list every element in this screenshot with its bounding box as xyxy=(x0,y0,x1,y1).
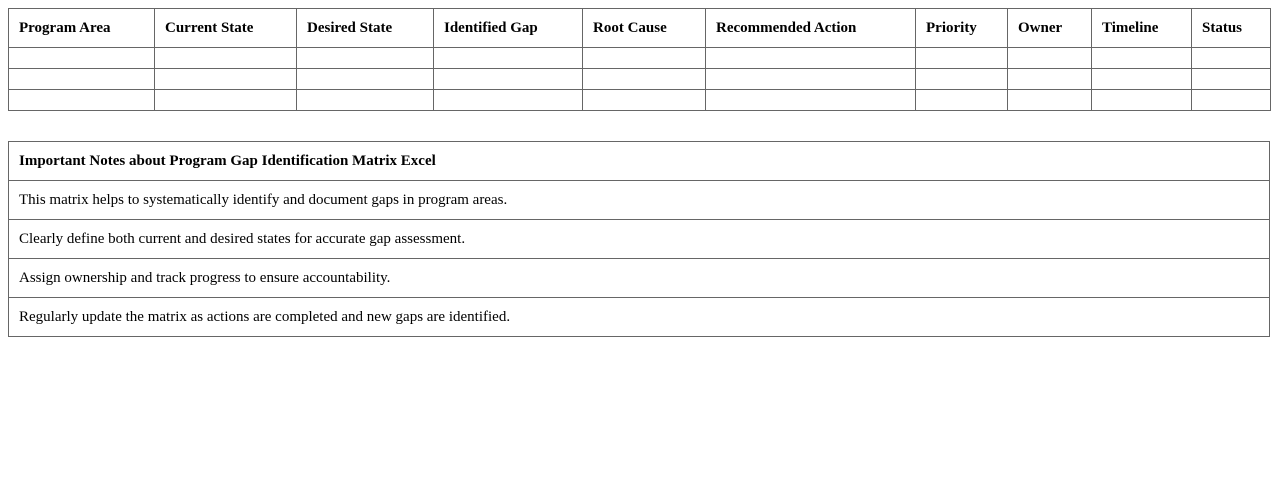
column-header: Identified Gap xyxy=(433,8,583,48)
column-header: Timeline xyxy=(1091,8,1192,48)
table-cell[interactable] xyxy=(1007,68,1092,90)
table-cell[interactable] xyxy=(296,47,434,69)
table-cell[interactable] xyxy=(154,89,297,111)
table-cell[interactable] xyxy=(433,89,583,111)
table-cell[interactable] xyxy=(582,89,706,111)
table-row xyxy=(8,68,1271,90)
note-item: Clearly define both current and desired … xyxy=(8,219,1270,259)
column-header: Recommended Action xyxy=(705,8,916,48)
table-cell[interactable] xyxy=(705,89,916,111)
table-cell[interactable] xyxy=(582,68,706,90)
column-header: Status xyxy=(1191,8,1271,48)
table-row xyxy=(8,89,1271,111)
table-cell[interactable] xyxy=(296,68,434,90)
table-cell[interactable] xyxy=(8,89,155,111)
table-cell[interactable] xyxy=(154,47,297,69)
table-cell[interactable] xyxy=(154,68,297,90)
table-cell[interactable] xyxy=(1091,89,1192,111)
table-cell[interactable] xyxy=(1191,47,1271,69)
header-row: Program Area Current State Desired State Id… xyxy=(8,8,1271,48)
gap-matrix-table: Program Area Current State Desired State Id… xyxy=(8,8,1271,111)
column-header: Owner xyxy=(1007,8,1092,48)
table-cell[interactable] xyxy=(915,68,1008,90)
note-item: Assign ownership and track progress to e… xyxy=(8,258,1270,298)
table-cell[interactable] xyxy=(1091,68,1192,90)
column-header: Root Cause xyxy=(582,8,706,48)
table-cell[interactable] xyxy=(8,68,155,90)
table-cell[interactable] xyxy=(705,47,916,69)
table-cell[interactable] xyxy=(433,68,583,90)
table-cell[interactable] xyxy=(8,47,155,69)
table-cell[interactable] xyxy=(1091,47,1192,69)
table-row xyxy=(8,47,1271,69)
table-cell[interactable] xyxy=(1191,89,1271,111)
table-cell[interactable] xyxy=(433,47,583,69)
table-cell[interactable] xyxy=(1191,68,1271,90)
table-cell[interactable] xyxy=(1007,47,1092,69)
column-header: Program Area xyxy=(8,8,155,48)
table-cell[interactable] xyxy=(1007,89,1092,111)
notes-title: Important Notes about Program Gap Identi… xyxy=(8,141,1270,181)
table-cell[interactable] xyxy=(915,89,1008,111)
column-header: Priority xyxy=(915,8,1008,48)
table-cell[interactable] xyxy=(582,47,706,69)
table-cell[interactable] xyxy=(705,68,916,90)
table-cell[interactable] xyxy=(915,47,1008,69)
column-header: Desired State xyxy=(296,8,434,48)
column-header: Current State xyxy=(154,8,297,48)
note-item: This matrix helps to systematically iden… xyxy=(8,180,1270,220)
table-cell[interactable] xyxy=(296,89,434,111)
notes-table: Important Notes about Program Gap Identi… xyxy=(8,141,1270,337)
note-item: Regularly update the matrix as actions a… xyxy=(8,297,1270,337)
